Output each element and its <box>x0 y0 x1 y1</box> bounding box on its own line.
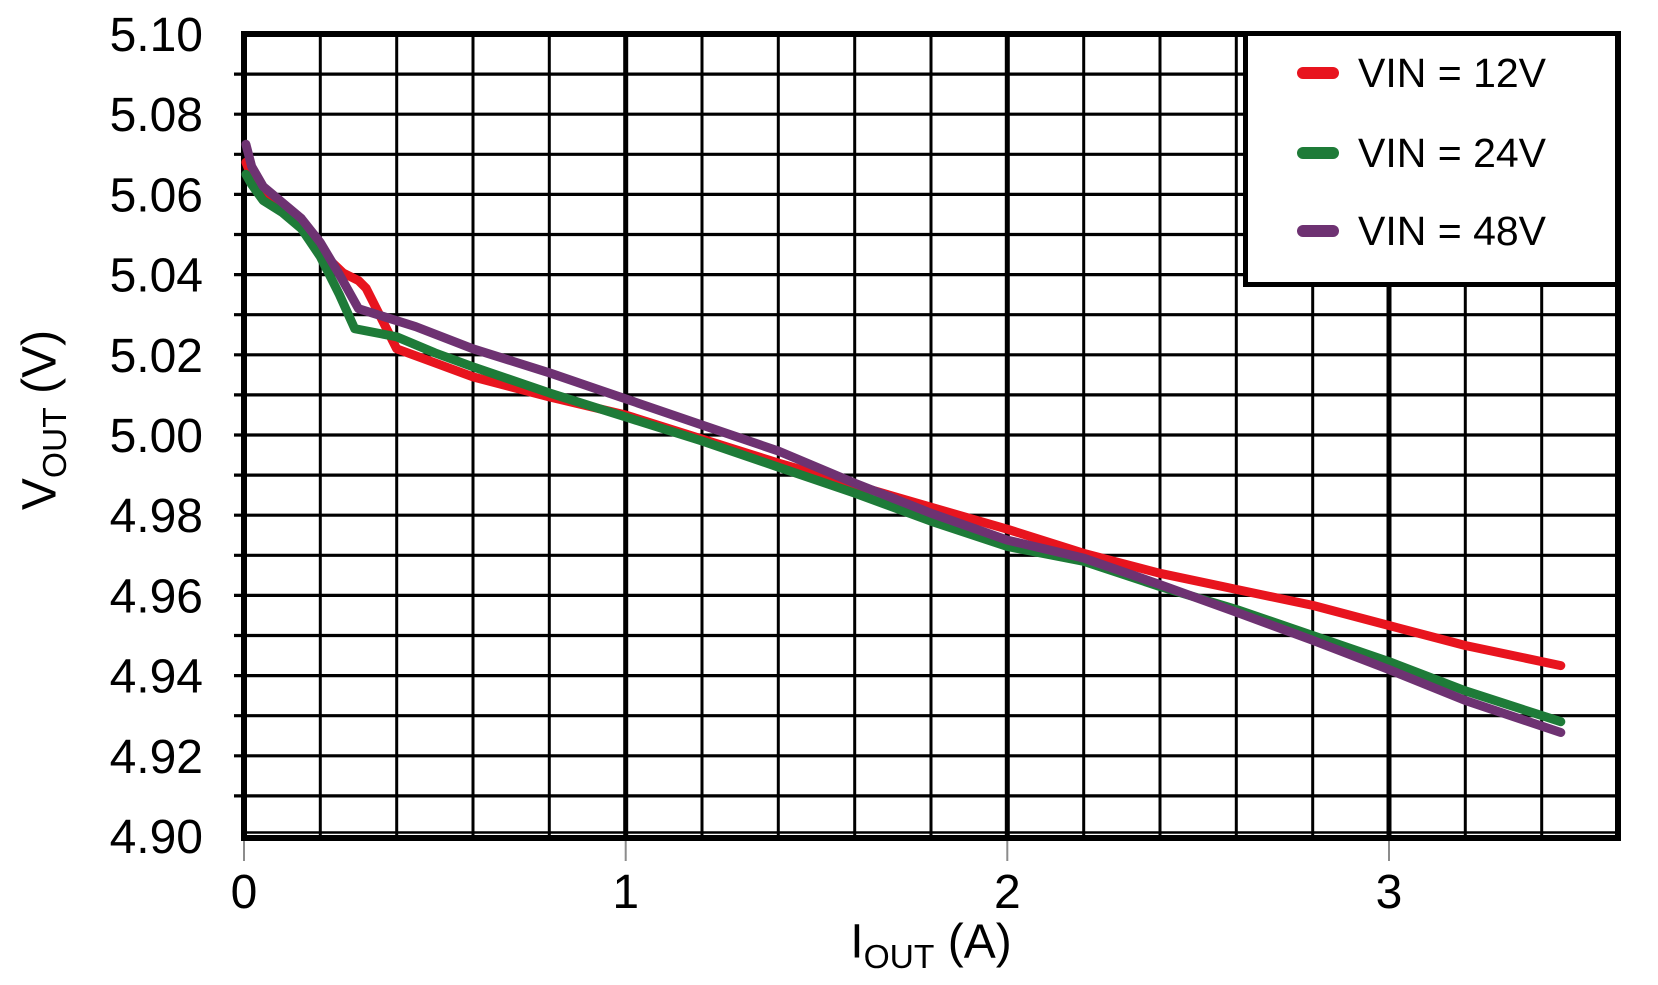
legend-swatch-vin-12v <box>1297 67 1339 79</box>
x-axis-title-subscript: OUT <box>863 939 935 977</box>
x-axis-title-unit: (A) <box>934 915 1012 969</box>
x-tick-label: 0 <box>231 866 258 919</box>
legend-label-vin-48v: VIN = 48V <box>1358 207 1547 254</box>
x-tick-label: 1 <box>612 866 639 919</box>
y-axis-title-unit: (V) <box>13 329 67 408</box>
y-tick-label: 4.94 <box>110 651 203 704</box>
legend-item-vin-12v: VIN = 12V <box>1248 50 1615 96</box>
y-axis-title-main: V <box>13 478 67 511</box>
x-axis-title-main: I <box>850 915 864 969</box>
y-tick-label: 4.92 <box>110 731 203 784</box>
y-tick-label: 5.00 <box>110 410 203 463</box>
y-tick-label: 5.08 <box>110 89 203 142</box>
x-tick-label: 3 <box>1376 866 1403 919</box>
legend: VIN = 12V VIN = 24V VIN = 48V <box>1243 31 1620 287</box>
x-axis-title: IOUT (A) <box>850 915 1012 975</box>
y-tick-label: 5.04 <box>110 250 203 303</box>
y-tick-label: 5.10 <box>110 9 203 62</box>
series-line-vin48v <box>241 139 1566 737</box>
y-axis-title: VOUT (V) <box>13 329 75 511</box>
legend-item-vin-48v: VIN = 48V <box>1248 208 1615 254</box>
legend-swatch-vin-48v <box>1297 225 1339 237</box>
y-tick-label: 4.90 <box>110 811 203 864</box>
plot-frame <box>241 31 1621 841</box>
y-axis-title-subscript: OUT <box>37 407 75 479</box>
y-tick-label: 4.96 <box>110 570 203 623</box>
legend-label-vin-24v: VIN = 24V <box>1358 129 1547 176</box>
y-tick-label: 4.98 <box>110 490 203 543</box>
legend-swatch-vin-24v <box>1297 147 1339 159</box>
legend-item-vin-24v: VIN = 24V <box>1248 130 1615 176</box>
y-tick-label: 5.02 <box>110 330 203 383</box>
legend-label-vin-12v: VIN = 12V <box>1358 49 1547 96</box>
y-tick-label: 5.06 <box>110 169 203 222</box>
x-tick-label: 2 <box>994 866 1021 919</box>
